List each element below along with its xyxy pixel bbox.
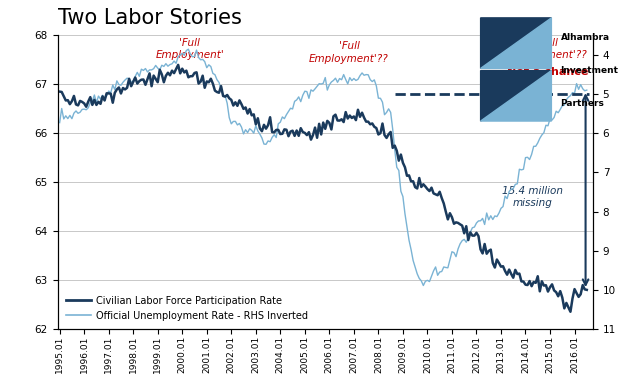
Polygon shape	[481, 71, 551, 121]
Text: Partners: Partners	[561, 99, 604, 108]
Polygon shape	[481, 18, 551, 68]
Text: 'Full
Employment': 'Full Employment'	[155, 38, 224, 60]
Text: Two Labor Stories: Two Labor Stories	[58, 8, 242, 28]
Text: Not a chance: Not a chance	[507, 67, 588, 77]
Text: 15.4 million
missing: 15.4 million missing	[503, 186, 563, 208]
Text: Alhambra: Alhambra	[561, 33, 610, 42]
Text: 'Full
Employment'??: 'Full Employment'??	[309, 41, 389, 64]
Polygon shape	[481, 18, 551, 68]
Legend: Civilian Labor Force Participation Rate, Official Unemployment Rate - RHS Invert: Civilian Labor Force Participation Rate,…	[63, 292, 312, 325]
Text: 'Full
Employment'??: 'Full Employment'??	[508, 38, 587, 60]
Polygon shape	[481, 71, 551, 121]
Text: Investment: Investment	[561, 66, 619, 75]
